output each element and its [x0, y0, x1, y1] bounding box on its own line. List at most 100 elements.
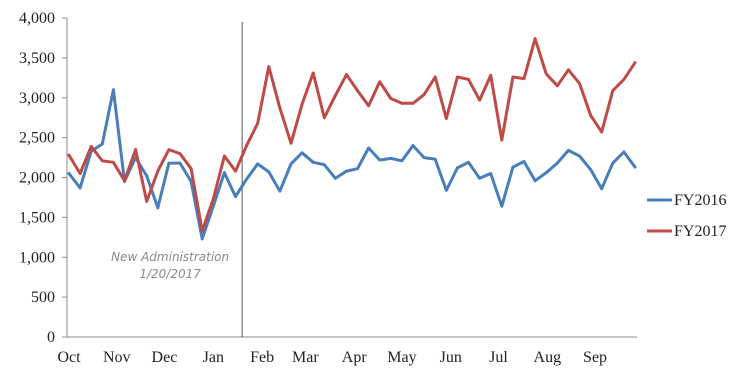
- data-point-fy2017: [245, 144, 249, 148]
- x-tick-label: Jul: [489, 349, 508, 366]
- legend: FY2016 FY2017: [647, 192, 726, 240]
- data-point-fy2016: [322, 163, 326, 167]
- data-point-fy2016: [389, 157, 393, 160]
- x-tick-label: Jan: [203, 349, 224, 366]
- data-point-fy2016: [234, 195, 237, 199]
- data-point-fy2017: [411, 101, 415, 105]
- series-line-fy2016: [67, 88, 637, 241]
- data-point-fy2016: [112, 88, 115, 92]
- data-point-fy2016: [100, 142, 104, 146]
- data-point-fy2016: [578, 154, 581, 158]
- data-point-fy2017: [356, 89, 359, 92]
- x-tick-label: Aug: [534, 349, 562, 366]
- data-point-fy2017: [489, 74, 493, 77]
- data-point-fy2017: [189, 167, 193, 171]
- data-point-fy2016: [289, 162, 293, 166]
- data-point-fy2017: [567, 68, 570, 72]
- data-point-fy2016: [500, 204, 504, 208]
- data-point-fy2017: [522, 77, 526, 80]
- data-point-fy2016: [467, 160, 470, 164]
- data-point-fy2016: [489, 172, 493, 175]
- x-tick-label: Dec: [152, 349, 178, 366]
- y-tick-label: 1,500: [19, 209, 55, 226]
- data-point-fy2016: [411, 144, 415, 148]
- data-point-fy2017: [533, 37, 537, 41]
- data-point-fy2017: [633, 61, 637, 65]
- data-point-fy2016: [378, 158, 382, 162]
- data-point-fy2017: [256, 121, 260, 125]
- data-point-fy2017: [622, 78, 626, 81]
- data-point-fy2017: [300, 102, 304, 106]
- x-tick-label: Mar: [292, 349, 319, 366]
- data-point-fy2017: [134, 148, 138, 152]
- data-point-fy2017: [67, 153, 71, 157]
- data-point-fy2017: [100, 159, 104, 163]
- data-point-fy2017: [311, 71, 315, 75]
- x-tick-label: Apr: [342, 349, 368, 366]
- data-point-fy2017: [422, 93, 426, 96]
- series-line-fy2017: [67, 37, 637, 233]
- legend-label-fy2016: FY2016: [674, 192, 726, 209]
- data-point-fy2016: [345, 169, 348, 173]
- data-point-fy2017: [211, 197, 215, 201]
- data-point-fy2016: [611, 161, 615, 165]
- data-point-fy2016: [589, 168, 592, 171]
- data-point-fy2016: [600, 187, 604, 191]
- data-point-fy2017: [600, 130, 604, 134]
- data-point-fy2016: [67, 172, 71, 175]
- annotation-group: New Administration 1/20/2017: [111, 22, 243, 337]
- x-tick-label: May: [387, 349, 416, 366]
- data-point-fy2016: [178, 161, 182, 165]
- x-tick-group: Oct Nov Dec Jan Feb Mar Apr May Jun Jul Aug Sep: [57, 349, 607, 366]
- data-point-fy2016: [223, 171, 226, 175]
- data-point-fy2017: [156, 169, 160, 173]
- data-point-fy2016: [622, 150, 626, 154]
- data-point-fy2017: [500, 138, 504, 142]
- y-tick-label: 2,000: [19, 170, 55, 187]
- x-tick-label: Nov: [103, 349, 131, 366]
- y-tick-label: 1,000: [19, 249, 55, 266]
- x-tick-label: Jun: [440, 349, 462, 366]
- y-tick-group: 0 500 1,000 1,500 2,000 2,500 3,000 3,500 4,000: [19, 10, 67, 346]
- data-point-fy2016: [444, 188, 448, 192]
- data-point-fy2017: [78, 172, 82, 175]
- data-point-fy2016: [278, 189, 282, 193]
- data-point-fy2016: [300, 151, 304, 155]
- data-point-fy2016: [522, 160, 526, 163]
- annotation-label-line2: 1/20/2017: [139, 267, 201, 281]
- y-tick-label: 0: [47, 329, 55, 346]
- x-tick-label: Feb: [250, 349, 274, 366]
- data-point-fy2017: [123, 179, 126, 183]
- data-point-fy2017: [234, 169, 237, 173]
- data-point-fy2016: [356, 167, 359, 171]
- data-point-fy2017: [267, 65, 271, 68]
- data-point-fy2017: [589, 113, 592, 117]
- data-point-fy2016: [256, 162, 260, 166]
- data-point-fy2016: [311, 160, 315, 164]
- data-point-fy2016: [267, 170, 271, 174]
- data-point-fy2017: [145, 200, 149, 203]
- y-tick-label: 3,500: [19, 50, 55, 67]
- x-tick-label: Sep: [583, 349, 607, 366]
- data-point-fy2017: [367, 104, 370, 108]
- data-point-fy2017: [345, 73, 348, 76]
- data-point-fy2016: [555, 161, 559, 165]
- data-point-fy2016: [544, 171, 548, 175]
- data-point-fy2017: [456, 75, 459, 79]
- data-point-fy2017: [433, 75, 437, 79]
- y-tick-label: 500: [31, 289, 55, 306]
- y-tick-label: 4,000: [19, 10, 55, 27]
- data-point-fy2017: [444, 117, 448, 120]
- data-point-fy2017: [544, 72, 548, 76]
- data-point-fy2017: [578, 82, 581, 85]
- data-point-fy2017: [389, 97, 393, 100]
- data-point-fy2016: [422, 156, 426, 160]
- data-point-fy2017: [89, 145, 93, 148]
- data-point-fy2017: [223, 154, 226, 158]
- data-point-fy2016: [78, 186, 82, 190]
- data-point-fy2016: [245, 177, 249, 181]
- data-point-fy2017: [178, 152, 182, 156]
- data-point-fy2016: [456, 166, 459, 170]
- data-point-fy2017: [278, 106, 282, 110]
